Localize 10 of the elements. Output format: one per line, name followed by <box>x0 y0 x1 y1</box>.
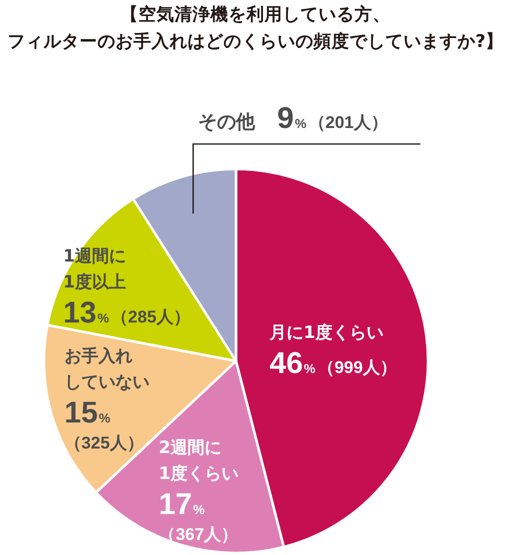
slice-label: その他 <box>198 111 256 133</box>
slice-label: 月に1度くらい <box>268 322 384 343</box>
slice-label: 1週間に1度以上 <box>63 246 126 292</box>
slice-label: お手入れしていない <box>64 346 150 392</box>
data-label: 9%（201人） <box>277 102 388 135</box>
chart-title: 【空気清浄機を利用している方、フィルターのお手入れはどのくらいの頻度でしていますか?】 <box>7 4 504 52</box>
slice-label: 2週間に1度くらい <box>158 438 239 484</box>
data-label: 46%（999人） <box>270 346 397 380</box>
data-label: 13%（285人） <box>63 296 190 330</box>
data-label: 15% （325人） <box>64 396 144 452</box>
